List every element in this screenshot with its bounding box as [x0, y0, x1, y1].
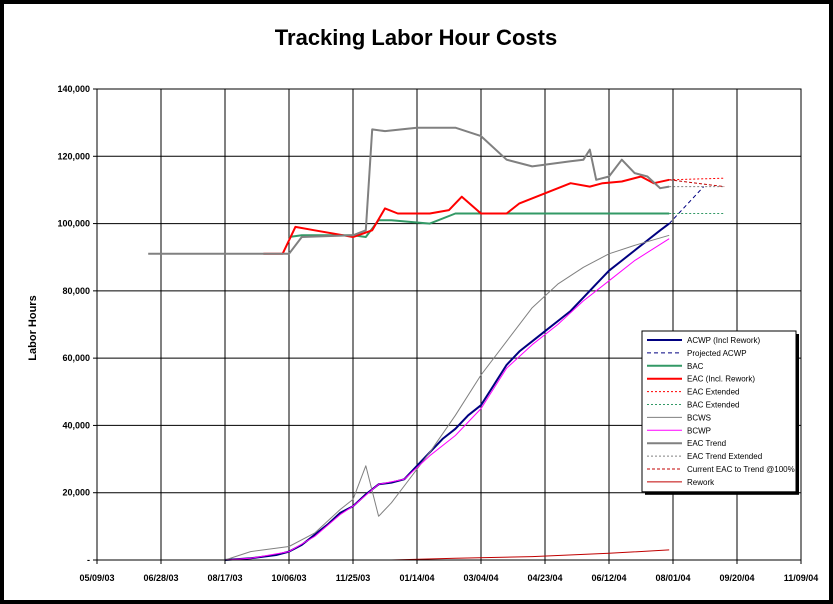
legend-label-1: Projected ACWP — [687, 349, 747, 358]
series-line-8 — [148, 126, 670, 255]
legend: ACWP (Incl Rework) Projected ACWP BAC EAC (… — [641, 330, 799, 495]
y-tick-label: 60,000 — [62, 353, 90, 363]
series-line-6 — [224, 234, 670, 561]
y-tick-label: 80,000 — [62, 286, 90, 296]
series-line-0 — [224, 222, 670, 561]
series-line-4 — [669, 177, 725, 181]
x-tick-label: 09/20/04 — [719, 573, 754, 583]
legend-label-10: Current EAC to Trend @100% — [687, 465, 795, 474]
x-tick-label: 06/12/04 — [591, 573, 626, 583]
x-tick-label: 03/04/04 — [463, 573, 498, 583]
legend-label-9: EAC Trend Extended — [687, 452, 762, 461]
legend-label-8: EAC Trend — [687, 439, 726, 448]
series-lines — [148, 126, 725, 561]
x-tick-label: 05/09/03 — [79, 573, 114, 583]
legend-label-2: BAC — [687, 362, 704, 371]
series-line-1 — [668, 186, 705, 224]
x-tick-label: 11/25/03 — [336, 573, 371, 583]
y-tick-label: 20,000 — [62, 488, 90, 498]
legend-label-3: EAC (Incl. Rework) — [687, 375, 755, 384]
legend-label-7: BCWP — [687, 426, 711, 435]
chart-frame: Tracking Labor Hour Costs Labor Hours - 2… — [4, 4, 829, 600]
x-tick-label: 04/23/04 — [527, 573, 562, 583]
y-axis-label: Labor Hours — [27, 295, 39, 360]
legend-label-11: Rework — [687, 478, 715, 487]
y-tick-label: 140,000 — [57, 84, 90, 94]
y-tick-label: 40,000 — [62, 420, 90, 430]
y-tick-label: - — [87, 555, 90, 565]
plot-border — [96, 88, 802, 561]
x-tick-label: 08/17/03 — [207, 573, 242, 583]
x-tick-label: 11/09/04 — [784, 573, 819, 583]
x-tick-label: 10/06/03 — [271, 573, 306, 583]
y-tick-label: 120,000 — [57, 151, 90, 161]
legend-label-4: EAC Extended — [687, 388, 739, 397]
legend-label-6: BCWS — [687, 413, 711, 422]
series-line-11 — [391, 549, 670, 561]
x-tick-label: 06/28/03 — [143, 573, 178, 583]
y-tick-label: 100,000 — [57, 219, 90, 229]
legend-label-5: BAC Extended — [687, 401, 739, 410]
chart-title: Tracking Labor Hour Costs — [275, 25, 557, 50]
axes: - 20,000 40,000 60,000 80,000 100,000 120,000 1… — [57, 84, 818, 583]
legend-box — [641, 330, 797, 493]
chart: Tracking Labor Hour Costs Labor Hours - 2… — [27, 25, 818, 583]
series-line-10 — [669, 179, 725, 188]
legend-label-0: ACWP (Incl Rework) — [687, 336, 761, 345]
x-tick-label: 01/14/04 — [399, 573, 434, 583]
series-line-7 — [224, 238, 670, 561]
x-tick-label: 08/01/04 — [655, 573, 690, 583]
